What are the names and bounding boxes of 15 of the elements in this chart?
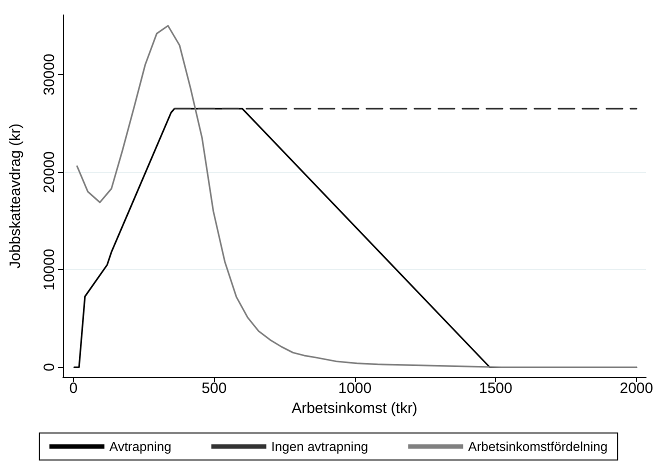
x-tick-label: 500 [202, 380, 227, 397]
y-tick-label: 30000 [41, 54, 58, 96]
x-tick-label: 1000 [338, 380, 372, 397]
legend-label: Arbetsinkomstfördelning [468, 439, 608, 454]
y-axis-title: Jobbskatteavdrag (kr) [7, 123, 24, 269]
legend-label: Ingen avtrapning [271, 439, 368, 454]
y-tick-label: 20000 [41, 151, 58, 193]
line-series [76, 24, 638, 368]
x-axis-title: Arbetsinkomst (tkr) [292, 400, 418, 417]
x-tick-label: 0 [69, 380, 78, 397]
y-tick-label: 0 [41, 363, 58, 372]
legend-label: Avtrapning [109, 439, 172, 454]
x-tick-label: 2000 [620, 380, 654, 397]
y-tick-label: 10000 [41, 248, 58, 291]
x-tick-label: 1500 [478, 380, 512, 397]
